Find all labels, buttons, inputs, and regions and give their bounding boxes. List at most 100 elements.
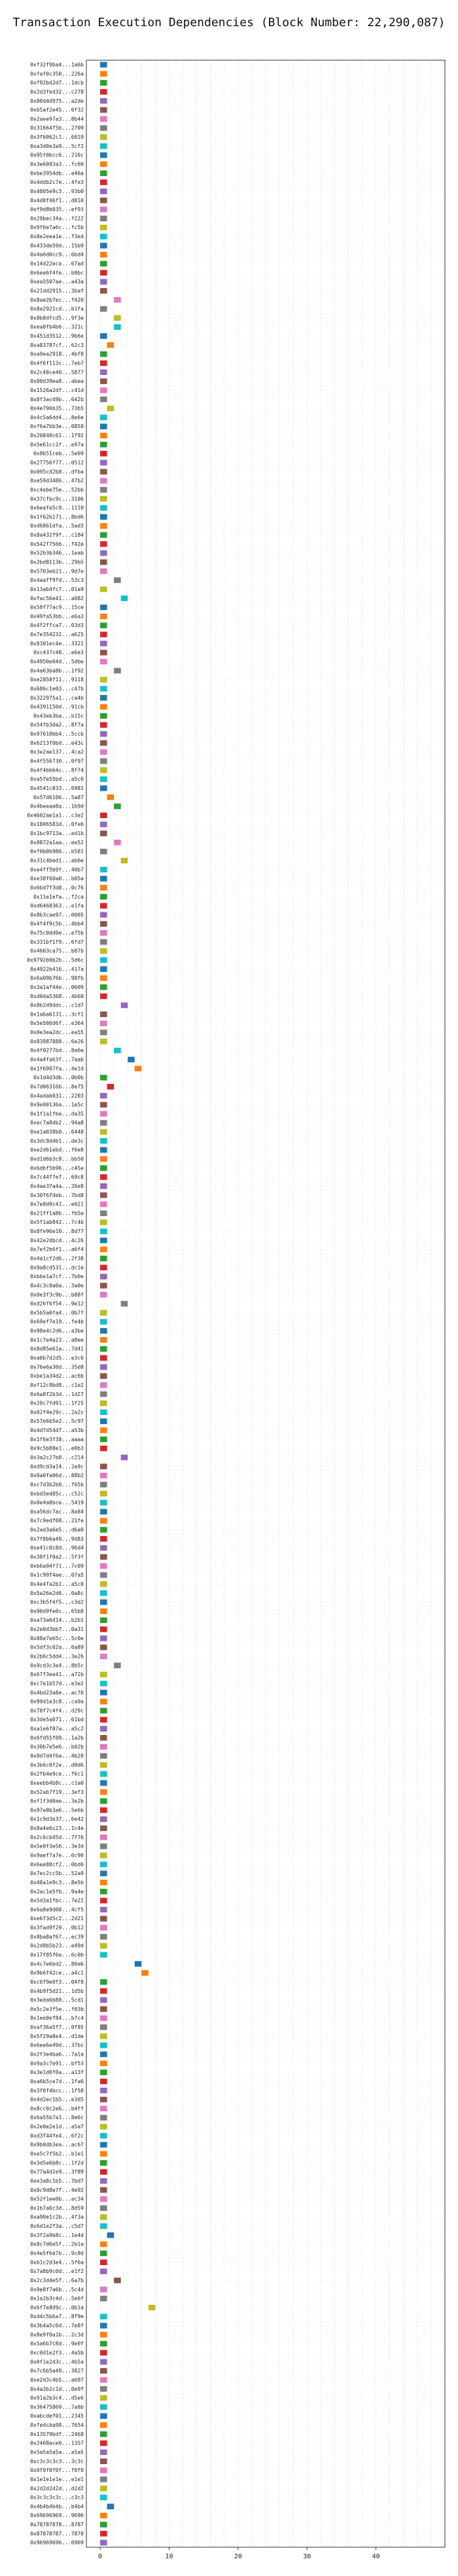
y-tick-label: 0xfaf0c350...226a (30, 71, 84, 77)
y-tick-label: 0x8d7d4f6a...4b28 (30, 1753, 84, 1759)
execution-bar (100, 98, 107, 104)
execution-bar (100, 179, 107, 185)
y-tick-label: 0x2c48ce40...5877 (30, 369, 84, 375)
y-tick-label: 0xc6f9e0f3...04f8 (30, 1979, 84, 1985)
y-tick-label: 0x4391150d...91cb (30, 704, 84, 710)
execution-bar (100, 1888, 107, 1895)
execution-bar (100, 957, 107, 963)
y-tick-label: 0x3f2a9b8c...1e4d (30, 2232, 84, 2238)
execution-bar (100, 143, 107, 149)
y-tick-label: 0x1b7a6c3d...8d59 (30, 2205, 84, 2211)
y-tick-label: 0x69ef7e19...fe4b (30, 1319, 84, 1325)
execution-bar (100, 396, 107, 402)
y-tick-label: 0x48a1e9c3...8e5b (30, 1880, 84, 1886)
y-tick-label: 0xa3d0e3a9...5cf2 (30, 143, 84, 149)
execution-bar (100, 333, 107, 339)
x-tick-label: 10 (165, 2553, 173, 2560)
y-tick-label: 0x2d3fed32...c278 (30, 89, 84, 95)
execution-bar (100, 1608, 107, 1615)
y-tick-label: 0x6bd7f3d8...0c76 (30, 885, 84, 891)
y-tick-label: 0x4ddb2c7e...4fe3 (30, 179, 84, 185)
y-tick-label: 0xc4ebe75e...52bb (30, 487, 84, 493)
execution-bar (100, 1183, 107, 1189)
execution-bar (114, 839, 121, 846)
y-tick-label: 0x4a6d0cc9...6bd4 (30, 252, 84, 258)
execution-bar (100, 1237, 107, 1243)
y-tick-label: 0x1f1a1fbe...da35 (30, 1111, 84, 1117)
y-tick-label: 0x3e2ae137...4ca2 (30, 749, 84, 755)
y-tick-label: 0x7e354232...a625 (30, 632, 84, 637)
execution-bar (100, 704, 107, 710)
y-tick-label: 0x4b4b4b4b...b4b4 (30, 2503, 84, 2509)
y-tick-label: 0xbe3954db...e46a (30, 170, 84, 176)
execution-bar (100, 487, 107, 493)
execution-bar (100, 1255, 107, 1262)
y-tick-label: 0x83987888...6e26 (30, 1039, 84, 1045)
execution-bar (100, 387, 107, 393)
execution-bar (100, 1708, 107, 1714)
y-tick-label: 0x96969696...6969 (30, 2540, 84, 2546)
y-tick-label: 0x8cc0c2e6...b4ff (30, 2105, 84, 2111)
execution-bar (100, 1554, 107, 1560)
y-tick-label: 0x3eda6b88...5cd1 (30, 1997, 84, 2003)
y-tick-label: 0x1a2b3c4d...5e6f (30, 2296, 84, 2302)
execution-bar (100, 1283, 107, 1289)
execution-bar (100, 1174, 107, 1180)
execution-bar (100, 2359, 107, 2365)
y-tick-label: 0x9b6f42ce...a4c1 (30, 1970, 84, 1976)
y-tick-label: 0x3f6062c1...6019 (30, 134, 84, 140)
execution-bar (100, 1400, 107, 1406)
y-tick-label: 0x7c9edf08...21fe (30, 1518, 84, 1524)
y-tick-label: 0x3b4a5c6d...7e8f (30, 2323, 84, 2329)
y-tick-label: 0x4c7e6bd2...80a6 (30, 1961, 84, 1967)
y-tick-label: 0x5f1ab842...7c4b (30, 1219, 84, 1225)
y-tick-label: 0xf9d8b035...ef93 (30, 207, 84, 213)
y-tick-label: 0x0e3ea2dc...ea55 (30, 1029, 84, 1035)
execution-bar (100, 1689, 107, 1696)
execution-bar (100, 1563, 107, 1569)
y-tick-label: 0x542f7566...f42e (30, 541, 84, 547)
y-tick-label: 0x91a2b3c4...d5e6 (30, 2395, 84, 2401)
y-tick-label: 0x5e506d6f...e364 (30, 1020, 84, 1026)
y-tick-label: 0x4f0277bd...8a6e (30, 1048, 84, 1054)
execution-bar (100, 1880, 107, 1886)
y-tick-label: 0x5c2e3f5e...f03b (30, 2006, 84, 2012)
y-tick-label: 0x0e3f3c9b...b88f (30, 1292, 84, 1298)
execution-bar (100, 1264, 107, 1271)
execution-bar (100, 2250, 107, 2257)
execution-bar (100, 848, 107, 855)
y-tick-label: 0x451d3512...9b6e (30, 333, 84, 339)
execution-bar (100, 948, 107, 954)
y-tick-label: 0x331bf1f9...6fd7 (30, 939, 84, 945)
y-tick-label: 0x2f3e4ba6...7a1a (30, 2052, 84, 2058)
execution-bar (100, 1391, 107, 1397)
execution-bar (100, 1681, 107, 1687)
y-tick-label: 0x6a8f2b3d...1d27 (30, 1391, 84, 1397)
execution-bar (141, 1970, 149, 1976)
execution-bar (100, 107, 107, 113)
execution-bar (114, 315, 121, 321)
y-tick-label: 0xa0b7d2d5...e3c6 (30, 1355, 84, 1361)
y-tick-label: 0x97610bb4...5ccb (30, 731, 84, 737)
execution-bar (100, 2178, 107, 2184)
execution-bar (107, 2232, 114, 2238)
execution-bar (120, 1454, 128, 1461)
y-tick-label: 0xea0fb4b6...321c (30, 324, 84, 330)
execution-bar (100, 469, 107, 475)
y-tick-label: 0x4d0f46f1...d810 (30, 198, 84, 204)
y-tick-label: 0x1c7e4a23...a8ee (30, 1337, 84, 1343)
y-tick-label: 0x4c5a6dd4...8e6e (30, 414, 84, 420)
y-tick-label: 0x4602ae1a1...c3e2 (27, 812, 84, 818)
execution-bar (100, 441, 107, 448)
execution-bar (100, 912, 107, 918)
y-tick-label: 0x4ae37a4a...26e8 (30, 1183, 84, 1189)
y-tick-label: 0x99d1e3c8...ca9a (30, 1699, 84, 1705)
y-tick-label: 0x00d39ea8...abea (30, 378, 84, 384)
y-tick-label: 0xb6a94f71...7c09 (30, 1563, 84, 1569)
execution-bar (100, 2060, 107, 2067)
y-tick-label: 0x4a63ba8b...1f92 (30, 668, 84, 673)
y-tick-label: 0x9a3c7e91...bf53 (30, 2060, 84, 2066)
y-tick-label: 0x2d8b5b23...e49d (30, 1943, 84, 1949)
y-tick-label: 0x8a432f9f...c184 (30, 532, 84, 538)
y-tick-label: 0x4d7d54d7...a53b (30, 1427, 84, 1433)
